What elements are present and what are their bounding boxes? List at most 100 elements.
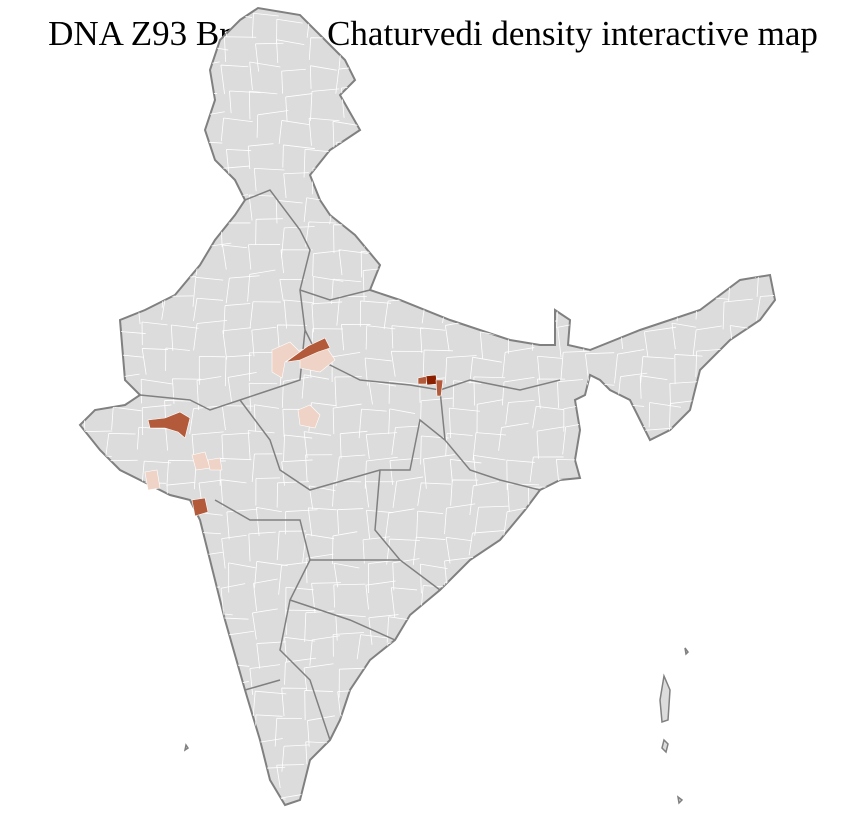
district-border	[339, 430, 368, 459]
district-border	[253, 578, 278, 612]
district-border	[390, 587, 418, 618]
district-border	[443, 640, 477, 665]
district-border	[756, 554, 775, 587]
district-border	[248, 90, 278, 120]
district-border	[531, 588, 566, 614]
india-outline[interactable]	[78, 6, 777, 807]
state-border	[214, 499, 331, 741]
district-border	[107, 481, 136, 512]
district-border	[85, 173, 114, 201]
district-border	[114, 740, 145, 766]
district-border	[138, 556, 167, 583]
district-border	[473, 191, 500, 224]
district-border	[759, 506, 775, 533]
district-density-low[interactable]	[271, 341, 301, 379]
district-border	[168, 44, 200, 74]
district-border	[701, 692, 732, 724]
district-border	[173, 530, 203, 558]
district-border	[499, 707, 529, 739]
district-border	[419, 327, 446, 353]
district-border	[336, 9, 361, 39]
district-border	[143, 667, 172, 691]
district-border	[169, 63, 199, 87]
district-border	[503, 563, 535, 590]
district-border	[555, 714, 588, 745]
district-border	[385, 61, 414, 91]
district-border	[417, 116, 447, 145]
district-border	[108, 274, 141, 303]
district-border	[696, 459, 724, 488]
map-title: DNA Z93 Brahmin Chaturvedi density inter…	[48, 14, 818, 53]
district-border	[646, 245, 680, 274]
district-border	[109, 639, 138, 665]
district-border	[469, 356, 502, 384]
district-border	[220, 64, 249, 95]
district-border	[388, 408, 416, 434]
district-border	[468, 248, 504, 274]
district-border	[390, 195, 417, 224]
district-border	[361, 713, 391, 742]
district-border	[248, 194, 274, 221]
district-border	[529, 18, 562, 48]
district-border	[285, 93, 312, 122]
district-border	[311, 301, 343, 333]
district-border	[309, 65, 337, 89]
district-border	[255, 506, 282, 537]
district-border	[140, 242, 171, 272]
district-border	[391, 325, 424, 349]
district-border	[104, 433, 136, 461]
district-border	[672, 166, 702, 200]
district-border	[614, 35, 642, 67]
district-density-high[interactable]	[425, 374, 438, 386]
district-border	[529, 636, 556, 667]
district-density-mid[interactable]	[191, 497, 209, 517]
district-border	[611, 69, 640, 93]
district-density-low[interactable]	[297, 404, 321, 429]
district-border	[562, 559, 596, 583]
district-border	[505, 738, 537, 767]
district-border	[587, 687, 618, 714]
district-density-low[interactable]	[207, 457, 223, 471]
district-border	[280, 249, 313, 274]
district-border	[449, 190, 483, 218]
district-border	[201, 170, 227, 199]
district-border	[105, 531, 135, 561]
district-border	[361, 742, 389, 772]
district-border	[194, 734, 227, 769]
district-border	[221, 432, 251, 460]
district-border	[670, 532, 703, 560]
district-border	[222, 244, 248, 270]
district-border	[496, 12, 529, 44]
district-density-mid[interactable]	[285, 337, 331, 363]
district-border	[535, 193, 561, 217]
district-border	[445, 763, 480, 791]
district-border	[638, 266, 672, 298]
district-border	[754, 738, 775, 763]
district-border	[81, 509, 113, 538]
district-border	[534, 167, 567, 193]
district-border	[393, 90, 425, 119]
district-density-low[interactable]	[144, 469, 161, 491]
district-border	[86, 480, 120, 510]
district-border	[442, 690, 475, 714]
district-border	[533, 695, 563, 720]
district-border	[138, 220, 174, 246]
district-border	[332, 120, 360, 152]
district-border	[722, 298, 753, 330]
district-density-mid[interactable]	[435, 379, 444, 397]
district-border	[671, 146, 702, 177]
district-border	[335, 170, 364, 199]
district-density-mid[interactable]	[147, 411, 191, 439]
district-border	[697, 217, 731, 247]
district-border	[727, 484, 757, 510]
district-border	[141, 348, 169, 375]
district-border	[276, 530, 307, 561]
district-border	[170, 324, 199, 351]
district-border	[276, 481, 310, 508]
district-density-mid[interactable]	[417, 375, 429, 385]
district-border	[474, 267, 507, 296]
district-border	[364, 165, 391, 194]
district-border	[284, 509, 318, 535]
district-border	[224, 36, 257, 62]
